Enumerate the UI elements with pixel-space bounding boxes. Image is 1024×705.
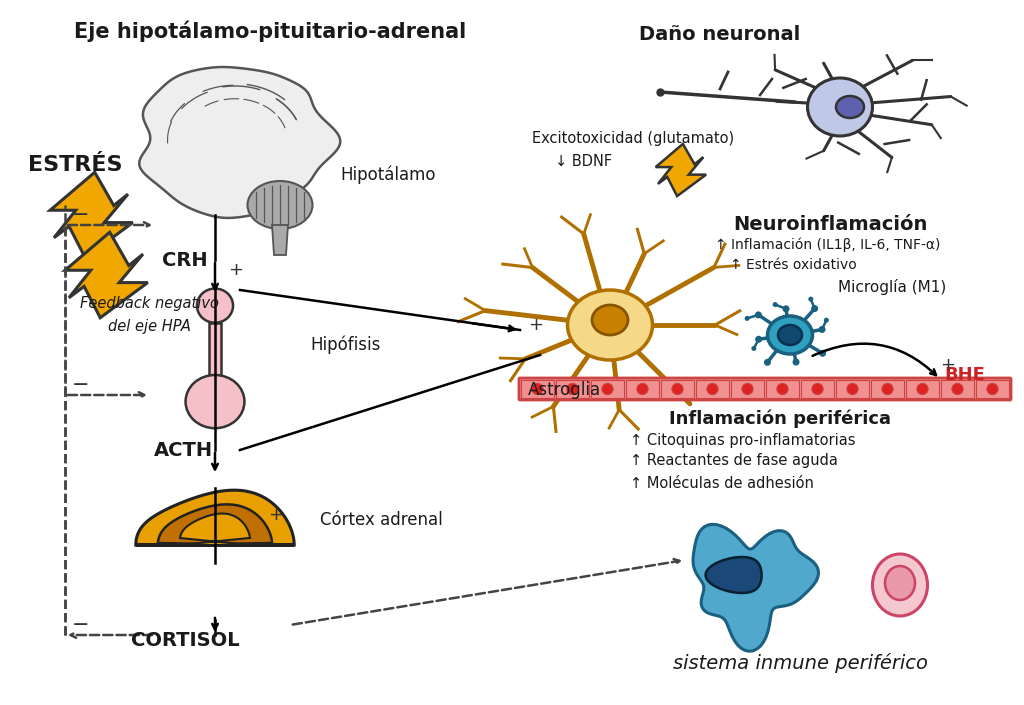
- Text: ↑ Estrés oxidativo: ↑ Estrés oxidativo: [730, 258, 857, 272]
- Text: −: −: [72, 615, 89, 635]
- Text: −: −: [72, 205, 89, 225]
- Circle shape: [764, 359, 771, 366]
- Circle shape: [847, 384, 858, 395]
- Bar: [556, 380, 589, 398]
- Circle shape: [531, 384, 543, 395]
- Bar: [836, 380, 869, 398]
- Ellipse shape: [808, 78, 872, 136]
- Ellipse shape: [567, 290, 652, 360]
- Text: +: +: [940, 356, 955, 374]
- Ellipse shape: [778, 325, 802, 345]
- Text: Hipófisis: Hipófisis: [310, 336, 380, 354]
- Circle shape: [755, 336, 762, 343]
- Circle shape: [812, 384, 823, 395]
- Circle shape: [808, 297, 813, 302]
- Circle shape: [744, 316, 750, 321]
- Circle shape: [824, 318, 828, 323]
- Bar: [976, 380, 1009, 398]
- Polygon shape: [50, 172, 133, 258]
- Polygon shape: [693, 525, 818, 651]
- Polygon shape: [655, 144, 707, 196]
- Bar: [766, 380, 799, 398]
- Circle shape: [952, 384, 964, 395]
- Text: CRH: CRH: [162, 250, 208, 269]
- Text: ↑ Moléculas de adhesión: ↑ Moléculas de adhesión: [630, 475, 814, 491]
- Circle shape: [916, 384, 928, 395]
- Text: Neuroinflamación: Neuroinflamación: [733, 215, 927, 234]
- Text: ESTRÉS: ESTRÉS: [28, 155, 123, 175]
- Polygon shape: [158, 504, 272, 545]
- Circle shape: [987, 384, 998, 395]
- Polygon shape: [180, 513, 250, 545]
- Circle shape: [742, 384, 753, 395]
- Text: Eje hipotálamo-pituitario-adrenal: Eje hipotálamo-pituitario-adrenal: [74, 20, 466, 42]
- Ellipse shape: [768, 316, 812, 354]
- Circle shape: [707, 384, 718, 395]
- Text: BHE: BHE: [944, 366, 985, 384]
- Text: Astroglia: Astroglia: [528, 381, 601, 399]
- Text: Excitotoxicidad (glutamato): Excitotoxicidad (glutamato): [532, 132, 734, 147]
- Ellipse shape: [836, 96, 864, 118]
- Bar: [801, 380, 834, 398]
- Polygon shape: [706, 557, 762, 593]
- Circle shape: [752, 346, 757, 351]
- Text: Microglía (M1): Microglía (M1): [838, 279, 946, 295]
- Text: −: −: [72, 375, 89, 395]
- Text: ↑ Citoquinas pro-inflamatorias: ↑ Citoquinas pro-inflamatorias: [630, 432, 855, 448]
- Ellipse shape: [592, 305, 628, 335]
- Text: CORTISOL: CORTISOL: [131, 630, 240, 649]
- Circle shape: [818, 326, 825, 333]
- Circle shape: [567, 384, 579, 395]
- Text: +: +: [268, 506, 283, 524]
- Bar: [521, 380, 554, 398]
- Ellipse shape: [197, 288, 233, 323]
- Circle shape: [602, 384, 613, 395]
- Text: Feedback negativo
del eje HPA: Feedback negativo del eje HPA: [80, 296, 219, 334]
- Text: ↑ Reactantes de fase aguda: ↑ Reactantes de fase aguda: [630, 453, 838, 469]
- Text: Daño neuronal: Daño neuronal: [639, 25, 801, 44]
- Polygon shape: [272, 225, 288, 255]
- Text: sistema inmune periférico: sistema inmune periférico: [673, 653, 928, 673]
- Ellipse shape: [248, 181, 312, 229]
- FancyBboxPatch shape: [519, 378, 1011, 400]
- Ellipse shape: [872, 554, 928, 616]
- Bar: [906, 380, 939, 398]
- Circle shape: [793, 359, 800, 366]
- Bar: [696, 380, 729, 398]
- Circle shape: [811, 305, 818, 312]
- Polygon shape: [136, 490, 294, 545]
- Polygon shape: [139, 67, 340, 218]
- Text: +: +: [528, 316, 543, 334]
- Text: +: +: [228, 261, 243, 279]
- Circle shape: [637, 384, 648, 395]
- Ellipse shape: [885, 566, 915, 600]
- Bar: [871, 380, 904, 398]
- Bar: [731, 380, 764, 398]
- Bar: [662, 380, 694, 398]
- Circle shape: [782, 305, 790, 312]
- Circle shape: [819, 350, 826, 357]
- Bar: [941, 380, 974, 398]
- Text: Hipotálamo: Hipotálamo: [340, 166, 435, 184]
- Bar: [626, 380, 659, 398]
- Text: ACTH: ACTH: [154, 441, 213, 460]
- Circle shape: [882, 384, 893, 395]
- Circle shape: [777, 384, 788, 395]
- Bar: [209, 323, 221, 375]
- Polygon shape: [66, 232, 147, 318]
- Text: ↓ BDNF: ↓ BDNF: [555, 154, 612, 169]
- Bar: [591, 380, 624, 398]
- Text: ↑ Inflamación (IL1β, IL-6, TNF-α): ↑ Inflamación (IL1β, IL-6, TNF-α): [715, 238, 940, 252]
- Text: Córtex adrenal: Córtex adrenal: [319, 511, 442, 529]
- Text: Inflamación periférica: Inflamación periférica: [669, 410, 891, 429]
- Circle shape: [755, 312, 762, 319]
- Circle shape: [773, 302, 777, 307]
- Ellipse shape: [185, 375, 245, 428]
- Circle shape: [672, 384, 683, 395]
